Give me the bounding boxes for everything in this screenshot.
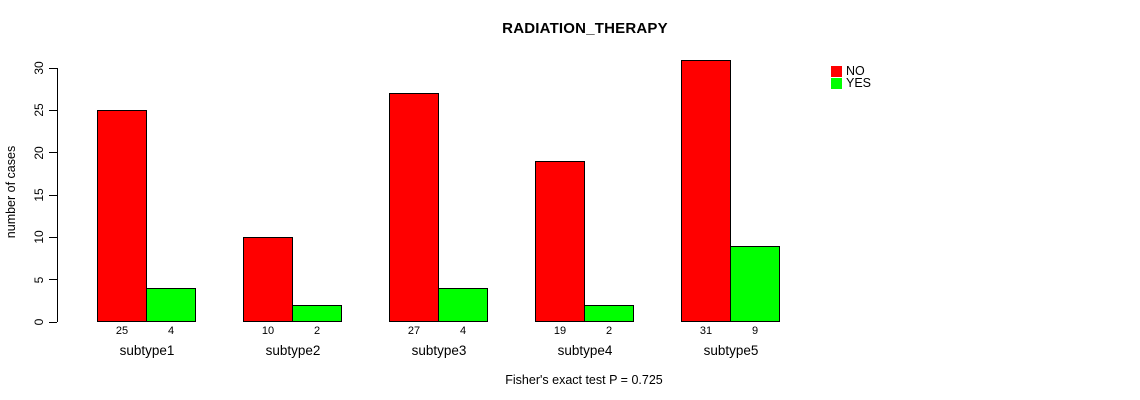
y-axis-line (57, 68, 58, 322)
bar-subtype4-no (535, 161, 585, 322)
x-axis-category-label-subtype3: subtype3 (411, 343, 467, 358)
bar-value-label-subtype2-no: 10 (261, 325, 275, 337)
bar-subtype2-yes (292, 305, 342, 322)
legend-item-yes: YES (831, 76, 872, 90)
y-axis-tick (49, 321, 57, 323)
legend: NO YES (831, 64, 872, 90)
y-axis-label: number of cases (4, 145, 18, 239)
bar-subtype2-no (243, 237, 293, 322)
y-axis-tick-label: 15 (32, 188, 46, 202)
chart-title: RADIATION_THERAPY (502, 20, 668, 37)
x-axis-category-label-subtype5: subtype5 (703, 343, 759, 358)
y-axis-tick-label: 30 (32, 61, 46, 75)
bar-value-label-subtype3-yes: 4 (459, 325, 467, 337)
legend-swatch-no (831, 66, 842, 77)
y-axis-tick (49, 194, 57, 196)
y-axis-tick-label: 25 (32, 103, 46, 118)
bar-subtype1-no (97, 110, 147, 322)
bar-value-label-subtype5-yes: 9 (751, 325, 759, 337)
bar-subtype3-no (389, 93, 439, 322)
y-axis-tick (49, 279, 57, 281)
fisher-test-annotation: Fisher's exact test P = 0.725 (505, 373, 663, 387)
bar-value-label-subtype4-no: 19 (553, 325, 567, 337)
legend-swatch-yes (831, 78, 842, 89)
bar-subtype3-yes (438, 288, 488, 322)
legend-item-no: NO (831, 64, 871, 78)
bar-subtype4-yes (584, 305, 634, 322)
x-axis-category-label-subtype2: subtype2 (265, 343, 321, 358)
y-axis-tick (49, 109, 57, 111)
bar-value-label-subtype1-yes: 4 (167, 325, 175, 337)
y-axis-tick-label: 0 (32, 318, 46, 326)
bar-value-label-subtype1-no: 25 (115, 325, 129, 337)
bar-value-label-subtype4-yes: 2 (605, 325, 613, 337)
bar-value-label-subtype5-no: 31 (699, 325, 713, 337)
bar-value-label-subtype3-no: 27 (407, 325, 421, 337)
bar-value-label-subtype2-yes: 2 (313, 325, 321, 337)
y-axis-tick (49, 67, 57, 69)
y-axis-tick-label: 10 (32, 230, 46, 245)
y-axis-tick-label: 20 (32, 145, 46, 160)
legend-label-no: NO (846, 64, 865, 78)
y-axis-tick (49, 236, 57, 238)
bar-subtype1-yes (146, 288, 196, 322)
bar-subtype5-no (681, 59, 731, 322)
x-axis-category-label-subtype4: subtype4 (557, 343, 613, 358)
legend-label-yes: YES (846, 76, 872, 90)
y-axis-tick-label: 5 (32, 276, 46, 283)
bar-subtype5-yes (730, 245, 780, 322)
y-axis-tick (49, 152, 57, 154)
x-axis-category-label-subtype1: subtype1 (119, 343, 175, 358)
